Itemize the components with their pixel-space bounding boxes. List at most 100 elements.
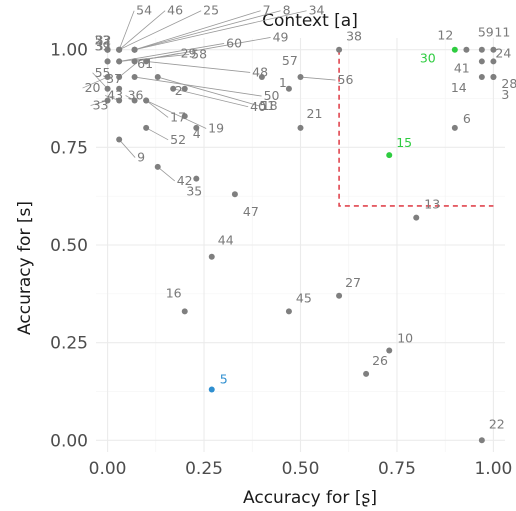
- data-label: 48: [252, 64, 268, 79]
- data-point: [104, 46, 111, 53]
- y-tick-label: 0.00: [50, 431, 88, 451]
- data-label: 17: [170, 109, 186, 124]
- data-point: [193, 175, 200, 182]
- data-label: 57: [282, 53, 298, 68]
- leader-line: [145, 100, 207, 129]
- data-label: 28: [501, 76, 516, 91]
- data-label: 45: [296, 290, 312, 305]
- data-point: [131, 58, 138, 65]
- data-label: 49: [273, 29, 289, 44]
- data-point: [386, 347, 393, 354]
- x-tick-label: 0.25: [185, 459, 223, 479]
- data-label: 33: [93, 97, 109, 112]
- data-point: [116, 136, 123, 143]
- leader-line: [134, 10, 307, 51]
- data-point: [490, 58, 497, 65]
- data-label: 26: [372, 353, 388, 368]
- data-label: 58: [191, 46, 207, 61]
- data-label: 44: [218, 233, 234, 248]
- data-label: 31: [96, 38, 112, 53]
- data-point: [170, 85, 177, 92]
- data-point: [478, 46, 485, 53]
- data-point: [181, 85, 188, 92]
- leader-line: [145, 127, 169, 141]
- data-label: 20: [85, 80, 101, 95]
- data-label: 34: [309, 3, 325, 18]
- data-label: 24: [495, 45, 511, 60]
- data-point: [116, 58, 123, 65]
- data-label: 4: [193, 126, 201, 141]
- data-point: [231, 191, 238, 198]
- x-axis-ticks: 0.00 0.25 0.50 0.75 1.00: [89, 459, 513, 479]
- data-point: [154, 74, 161, 81]
- data-point: [104, 85, 111, 92]
- leader-line: [134, 76, 262, 97]
- data-point: [116, 85, 123, 92]
- data-label: 47: [243, 204, 259, 219]
- leader-line: [300, 76, 336, 81]
- data-label: 41: [454, 60, 470, 75]
- data-label: 2: [175, 83, 183, 98]
- data-label: 19: [208, 120, 224, 135]
- data-point: [490, 74, 497, 81]
- data-label: 61: [137, 56, 153, 71]
- data-label: 39: [95, 38, 111, 53]
- data-point: [478, 58, 485, 65]
- data-label: 14: [451, 80, 467, 95]
- leader-line: [157, 166, 175, 182]
- data-point: [143, 124, 150, 131]
- data-point: [154, 163, 161, 170]
- data-label: 43: [107, 87, 123, 102]
- label-leader-lines: [82, 10, 336, 182]
- x-tick-label: 1.00: [474, 459, 512, 479]
- data-point: [478, 74, 485, 81]
- data-label: 42: [177, 173, 193, 188]
- data-point: [131, 46, 138, 53]
- data-point: [116, 74, 123, 81]
- leader-line: [118, 10, 135, 50]
- data-point: [363, 370, 370, 377]
- data-point: [463, 46, 470, 53]
- leader-line: [119, 54, 190, 62]
- y-tick-label: 1.00: [50, 41, 88, 61]
- grid: [96, 38, 505, 452]
- data-label: 13: [424, 197, 440, 212]
- data-label: 50: [264, 88, 280, 103]
- data-label: 8: [283, 3, 291, 18]
- x-tick-label: 0.00: [89, 459, 127, 479]
- leader-line: [134, 10, 261, 51]
- data-point: [386, 152, 393, 159]
- data-point: [336, 46, 343, 53]
- x-tick-label: 0.50: [282, 459, 320, 479]
- data-point: [181, 113, 188, 120]
- data-label: 16: [166, 285, 182, 300]
- y-tick-label: 0.25: [50, 334, 88, 354]
- leader-line: [92, 72, 108, 90]
- data-point: [208, 386, 215, 393]
- data-label: 1: [279, 75, 287, 90]
- data-point: [478, 437, 485, 444]
- data-label: 3: [501, 87, 509, 102]
- data-label: 32: [96, 33, 112, 48]
- data-label: 52: [170, 132, 186, 147]
- data-label: 30: [420, 51, 436, 66]
- y-axis-title: Accuracy for [s]: [15, 201, 35, 335]
- data-label: 15: [396, 135, 412, 150]
- data-label: 5: [220, 372, 228, 387]
- threshold-region: [338, 49, 494, 207]
- data-point: [104, 58, 111, 65]
- data-points: [104, 46, 497, 444]
- data-point: [285, 308, 292, 315]
- data-label: 53: [95, 33, 111, 48]
- data-label: 23: [95, 33, 111, 48]
- data-label: 11: [494, 25, 510, 40]
- data-point: [104, 74, 111, 81]
- data-label: 6: [463, 111, 471, 126]
- data-point: [143, 58, 150, 65]
- leader-line: [145, 100, 169, 118]
- data-point: [131, 97, 138, 104]
- leader-line: [118, 10, 202, 51]
- data-point: [208, 253, 215, 260]
- data-label: 35: [186, 184, 202, 199]
